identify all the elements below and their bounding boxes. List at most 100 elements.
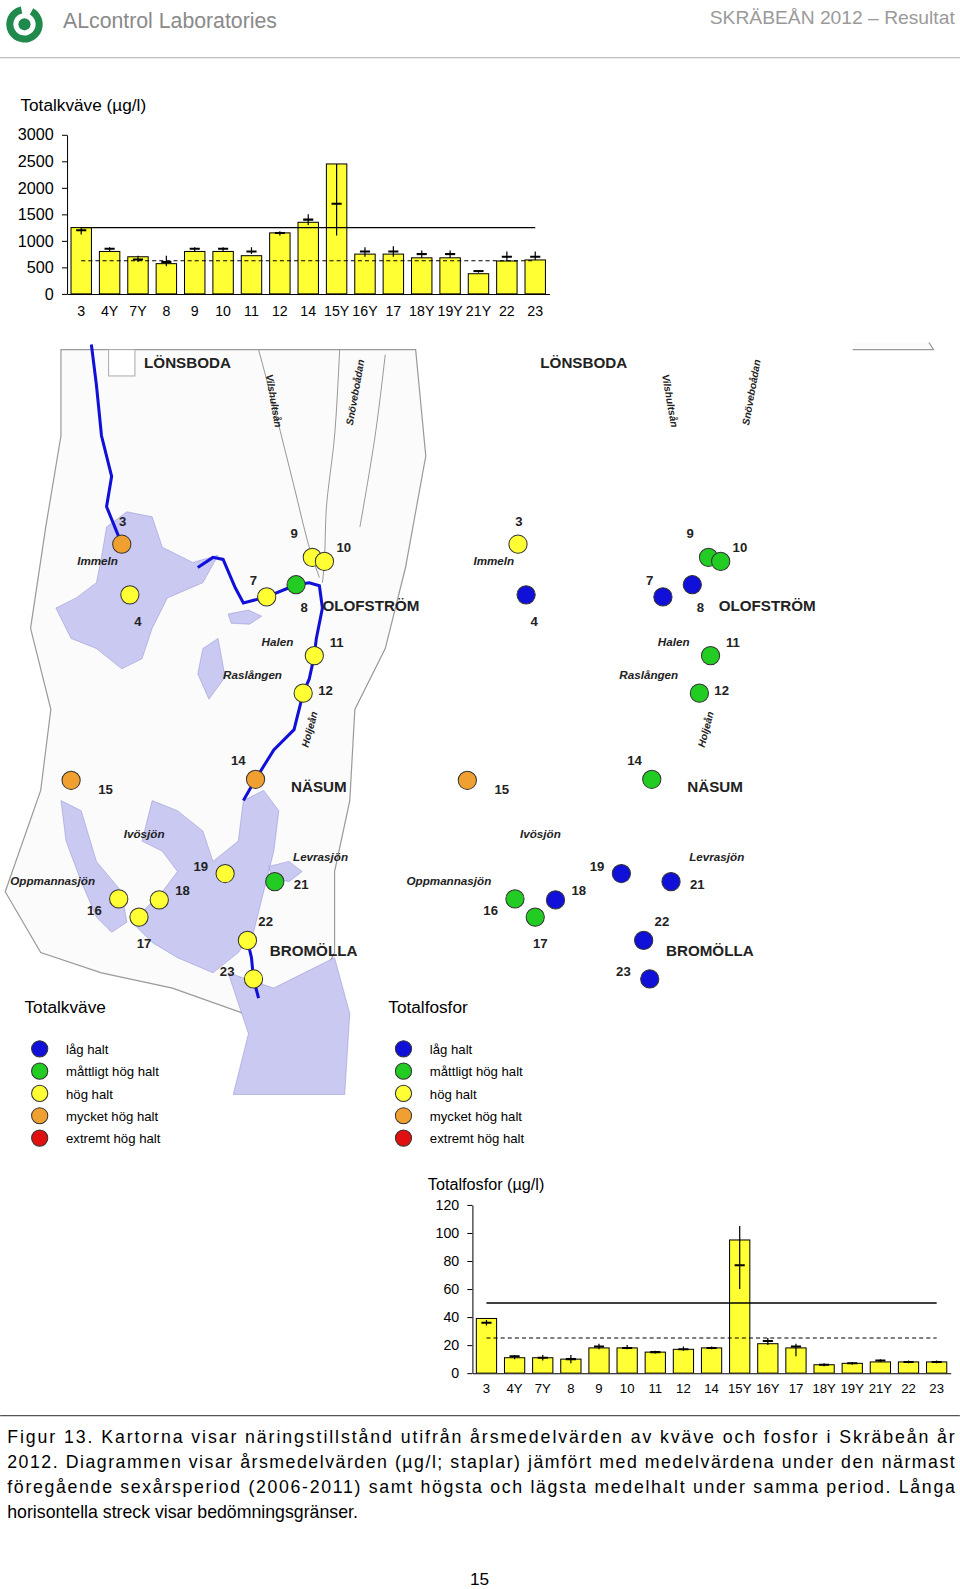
bar (298, 222, 318, 294)
place-name: Immeln (77, 554, 118, 567)
bar (617, 1348, 637, 1373)
tick: 9 (191, 294, 199, 319)
threshold-line (486, 1302, 936, 1303)
tick-label: 7Y (535, 1381, 551, 1396)
lake (624, 958, 746, 1095)
legend-label: måttligt hög halt (66, 1064, 159, 1079)
place-name: Ivösjön (520, 827, 561, 840)
tick-label: 22 (499, 303, 515, 319)
bar (842, 1363, 862, 1373)
place-name: LÖNSBODA (540, 354, 627, 371)
map-labels: LÖNSBODAImmelnVilshultsånSnöveboådanOLOF… (407, 354, 816, 988)
tick: 10 (215, 294, 231, 319)
tick-mark (467, 1289, 472, 1290)
logo (18, 18, 30, 30)
page: ALcontrol LaboratoriesSKRÄBEÅN 2012 – Re… (0, 0, 960, 1589)
place-name: Vilshultsån (264, 373, 284, 428)
station (662, 873, 680, 891)
previous-mean (502, 256, 512, 258)
previous-mean (105, 248, 115, 250)
station (526, 908, 544, 926)
y-axis: 020406080100120 (436, 1197, 473, 1381)
catchment (401, 350, 822, 1014)
tick-mark (62, 188, 67, 189)
tick: 22 (499, 294, 515, 319)
legend-label: hög halt (430, 1087, 477, 1102)
station-label: 16 (483, 903, 498, 918)
station-label: 10 (733, 540, 748, 555)
chart-title: Totalfosfor (µg/l) (428, 1175, 544, 1193)
tick-mark (62, 135, 67, 136)
legend-swatch (32, 1108, 48, 1124)
tick-label: 15Y (324, 303, 350, 319)
place-name: Oppmannasjön (407, 874, 492, 887)
previous-mean (903, 1361, 913, 1363)
tick-label: 9 (191, 303, 199, 319)
station-label: 8 (301, 600, 308, 615)
tick-label: 14 (300, 303, 316, 319)
previous-mean (481, 1322, 491, 1324)
station (690, 684, 708, 702)
caption-rule (0, 1415, 960, 1416)
place-name: Halen (658, 635, 690, 648)
bar (326, 164, 346, 294)
bar (440, 258, 460, 294)
bar (241, 256, 261, 294)
station-label: 21 (690, 877, 705, 892)
station (517, 586, 535, 604)
legend-swatch (32, 1063, 48, 1079)
lake (452, 512, 614, 669)
tick: 120 (436, 1197, 473, 1213)
station-label: 23 (220, 964, 235, 979)
place-name: OLOFSTRÖM (719, 597, 816, 614)
tick: 11 (648, 1373, 662, 1395)
tick-label: 23 (527, 303, 543, 319)
previous-mean (445, 253, 455, 255)
tick-label: 22 (901, 1381, 916, 1396)
tick: 4Y (101, 294, 119, 319)
station-label: 11 (726, 635, 740, 650)
place-name: Holjeån (696, 710, 716, 748)
town-symbol (109, 350, 135, 376)
tick-mark (467, 1261, 472, 1262)
station-label: 12 (318, 683, 333, 698)
tick-mark (467, 1317, 472, 1318)
station (641, 970, 659, 988)
station (305, 647, 323, 665)
station (258, 588, 276, 606)
station-label: 15 (494, 783, 509, 798)
tick-label: 18Y (409, 303, 435, 319)
range-bar (336, 164, 337, 236)
chart: 02040608010012034Y7Y891011121415Y16Y1718… (428, 1175, 951, 1396)
tick: 2500 (18, 152, 67, 170)
station-label: 18 (175, 883, 190, 898)
station (246, 770, 264, 788)
bar (476, 1318, 496, 1373)
tick: 14 (704, 1373, 719, 1395)
bar (589, 1348, 609, 1373)
header-title: SKRÄBEÅN 2012 – Resultat (710, 7, 956, 28)
station (238, 931, 256, 949)
river (198, 557, 323, 800)
tick: 8 (162, 294, 170, 319)
axis-line (68, 294, 550, 295)
place-name: Levrasjön (689, 850, 744, 863)
bar (758, 1344, 778, 1373)
station (62, 771, 80, 789)
previous-mean (875, 1360, 885, 1362)
tick-label: 23 (929, 1381, 944, 1396)
previous-mean (622, 1347, 632, 1349)
previous-mean (932, 1361, 942, 1363)
tick: 23 (929, 1373, 944, 1395)
tick-mark (467, 1373, 472, 1374)
place-name: OLOFSTRÖM (322, 597, 419, 614)
bar (468, 274, 488, 294)
station (121, 586, 139, 604)
tick-label: 21Y (466, 303, 492, 319)
tick-label: 12 (676, 1381, 691, 1396)
tick-mark (62, 294, 67, 295)
previous-mean (819, 1364, 829, 1366)
tick: 12 (272, 294, 288, 319)
place-name: Raslången (619, 668, 678, 681)
lake (594, 638, 621, 699)
